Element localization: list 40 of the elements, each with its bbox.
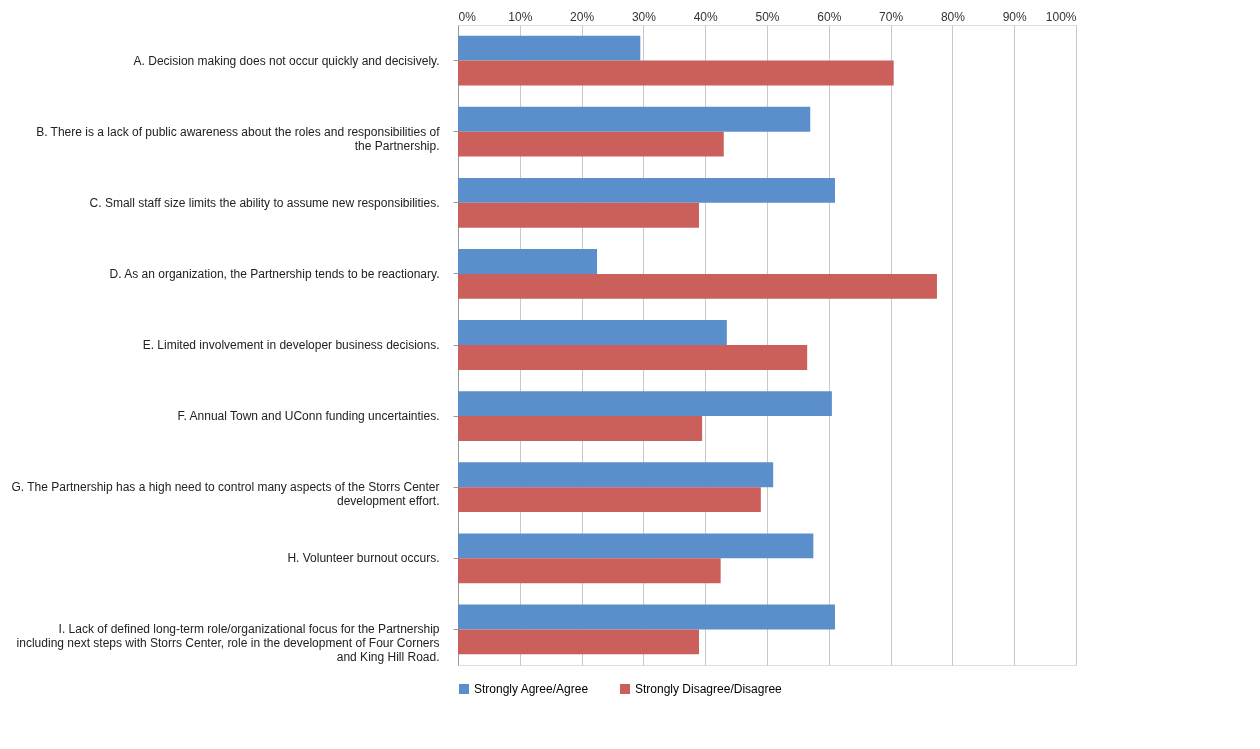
bar [458, 629, 700, 655]
bar [458, 60, 894, 86]
x-tick-label: 70% [879, 9, 904, 24]
bar [458, 558, 721, 584]
bar [458, 131, 724, 157]
legend-label: Strongly Agree/Agree [474, 682, 589, 696]
y-tick-label: H. Volunteer burnout occurs. [287, 551, 440, 566]
y-tick-label: F. Annual Town and UConn funding uncertainties. [177, 409, 440, 424]
bar [458, 487, 761, 513]
y-tick-label: D. As an organization, the Partnership tends to be reactionary. [109, 266, 440, 281]
x-tick-label: 10% [508, 9, 533, 24]
y-tick-label: A. Decision making does not occur quickly and decisively. [133, 53, 440, 68]
bar [458, 416, 703, 441]
y-tick-label: E. Limited involvement in developer business decisions. [142, 338, 440, 352]
x-tick-label: 40% [693, 9, 719, 24]
bar [458, 35, 641, 61]
bar [458, 249, 598, 274]
bar [458, 604, 835, 630]
y-tick-label: G. The Partnership has a high need to control many aspects of the Storrs Center development effort. [11, 480, 440, 509]
bar [458, 462, 774, 488]
y-tick-label: C. Small staff size limits the ability to assume new responsibilities. [89, 195, 440, 210]
bar [458, 345, 808, 370]
bar [458, 320, 727, 345]
x-tick-label: 30% [631, 9, 657, 24]
x-tick-label: 60% [817, 9, 842, 24]
bar [458, 202, 700, 228]
x-tick-label: 0% [458, 9, 477, 24]
bar [458, 106, 811, 132]
y-tick-label: B. There is a lack of public awareness about the roles and responsibilities of the Partnership. [36, 124, 441, 153]
y-tick-label: I. Lack of defined long-term role/organizational focus for the Partnership including next steps with Storrs Center, role in the development of Four Corners and King Hill Road. [16, 622, 440, 665]
x-tick-label: 50% [755, 9, 780, 24]
bar [458, 177, 835, 203]
bar [458, 533, 814, 559]
x-tick-label: 80% [940, 9, 966, 24]
x-tick-label: 90% [1002, 9, 1028, 24]
x-tick-label: 20% [570, 9, 595, 24]
bar [458, 273, 937, 299]
x-tick-label: 100% [1045, 9, 1077, 24]
legend-label: Strongly Disagree/Disagree [635, 682, 783, 696]
bar [458, 391, 832, 417]
